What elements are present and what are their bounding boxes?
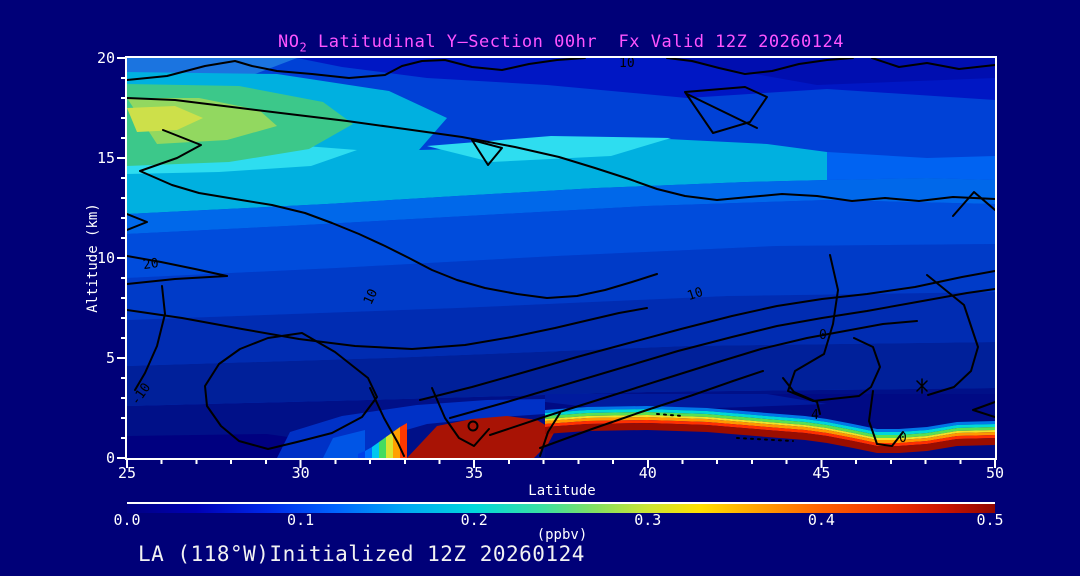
y-tick-0: 0 — [105, 449, 115, 467]
contour-20-lower — [127, 275, 228, 285]
contour-small-triangle — [471, 139, 503, 166]
contour-right-chevron — [972, 401, 995, 418]
contour-field: 10 20 10 -10 10 0 4 0 — [127, 58, 995, 458]
contour-band-cross-1 — [782, 377, 821, 415]
contour-diagonal-2 — [449, 288, 995, 419]
x-axis-label: Latitude — [528, 483, 596, 499]
contour-20-upper — [127, 255, 228, 277]
fill-layers — [127, 58, 995, 458]
contour-dashed-1 — [736, 437, 794, 442]
y-tick-5: 5 — [105, 349, 115, 367]
contour-diagonal-4 — [539, 370, 764, 449]
contour-diagonal-1 — [419, 270, 995, 401]
colorbar-tick-0.2: 0.2 — [460, 511, 488, 529]
contour-label-upper-left: 20 — [142, 256, 160, 273]
title-rest: Latitudinal Y—Section 00hr Fx Valid 12Z … — [307, 32, 844, 52]
contour-dashed-2 — [656, 413, 684, 417]
colorbar-tick-0.1: 0.1 — [287, 511, 315, 529]
plot-area: 10 20 10 -10 10 0 4 0 — [125, 56, 997, 460]
init-caption: LA (118°W)Initialized 12Z 20260124 — [138, 542, 585, 566]
contour-right-peak — [952, 191, 995, 217]
contour-lower-left-blob — [204, 332, 378, 450]
contour-diagonal-3 — [489, 320, 918, 436]
contour-wedge-cross-3 — [539, 412, 561, 457]
x-axis-major-ticks — [126, 460, 996, 468]
contour-top-mid — [666, 58, 854, 75]
contour-label-mid-right: 10 — [686, 285, 706, 304]
colorbar-tick-0.0: 0.0 — [113, 511, 141, 529]
colorbar-tick-0.4: 0.4 — [807, 511, 835, 529]
x-tick-45: 45 — [812, 464, 831, 482]
y-tick-20: 20 — [96, 49, 115, 67]
y-tick-15: 15 — [96, 149, 115, 167]
contour-band-cross-2 — [868, 390, 904, 447]
x-tick-50: 50 — [985, 464, 1005, 482]
contour-right-zero-blob — [787, 254, 881, 402]
y-axis-label: Altitude (km) — [85, 203, 101, 313]
contour-zigzag — [139, 129, 658, 299]
contour-long-upper — [127, 97, 995, 202]
contour-kite-diagonal — [686, 93, 758, 129]
contour-small-circle — [467, 420, 479, 432]
colorbar-tick-0.3: 0.3 — [634, 511, 662, 529]
contour-kite — [684, 86, 768, 134]
x-tick-30: 30 — [291, 464, 310, 482]
contour-label-mid-left: 10 — [361, 287, 381, 308]
title-species: NO — [278, 32, 300, 52]
asterisk-marker — [916, 378, 928, 394]
contour-top-right — [871, 58, 995, 70]
x-tick-40: 40 — [638, 464, 657, 482]
colorbar-tick-0.5: 0.5 — [976, 511, 1004, 529]
contour-wedge-cross-1 — [369, 387, 405, 457]
y-axis-minor-ticks — [121, 57, 125, 460]
contour-label-top: 10 — [619, 58, 635, 71]
contour-label-surface-a: 4 — [811, 408, 819, 423]
contour-label-surface-b: 0 — [899, 431, 907, 446]
contour-wedge-cross-2 — [431, 387, 490, 447]
x-axis-minor-ticks — [126, 460, 996, 464]
contour-right-arc — [926, 274, 979, 396]
plot-title: NO2 Latitudinal Y—Section 00hr Fx Valid … — [140, 32, 982, 54]
x-tick-35: 35 — [465, 464, 484, 482]
contour-lines — [127, 58, 995, 457]
contour-left-arrow — [127, 213, 148, 231]
contour-label-right: 0 — [819, 328, 827, 343]
contour-neg10-line — [134, 285, 166, 391]
colorbar-unit-label: (ppbv) — [536, 527, 588, 543]
colorbar-gradient — [127, 502, 995, 513]
y-tick-10: 10 — [96, 249, 115, 267]
title-species-subscript: 2 — [299, 40, 308, 55]
contour-top-left — [127, 58, 586, 81]
contour-mid-meander — [127, 307, 648, 350]
x-tick-25: 25 — [117, 464, 137, 482]
